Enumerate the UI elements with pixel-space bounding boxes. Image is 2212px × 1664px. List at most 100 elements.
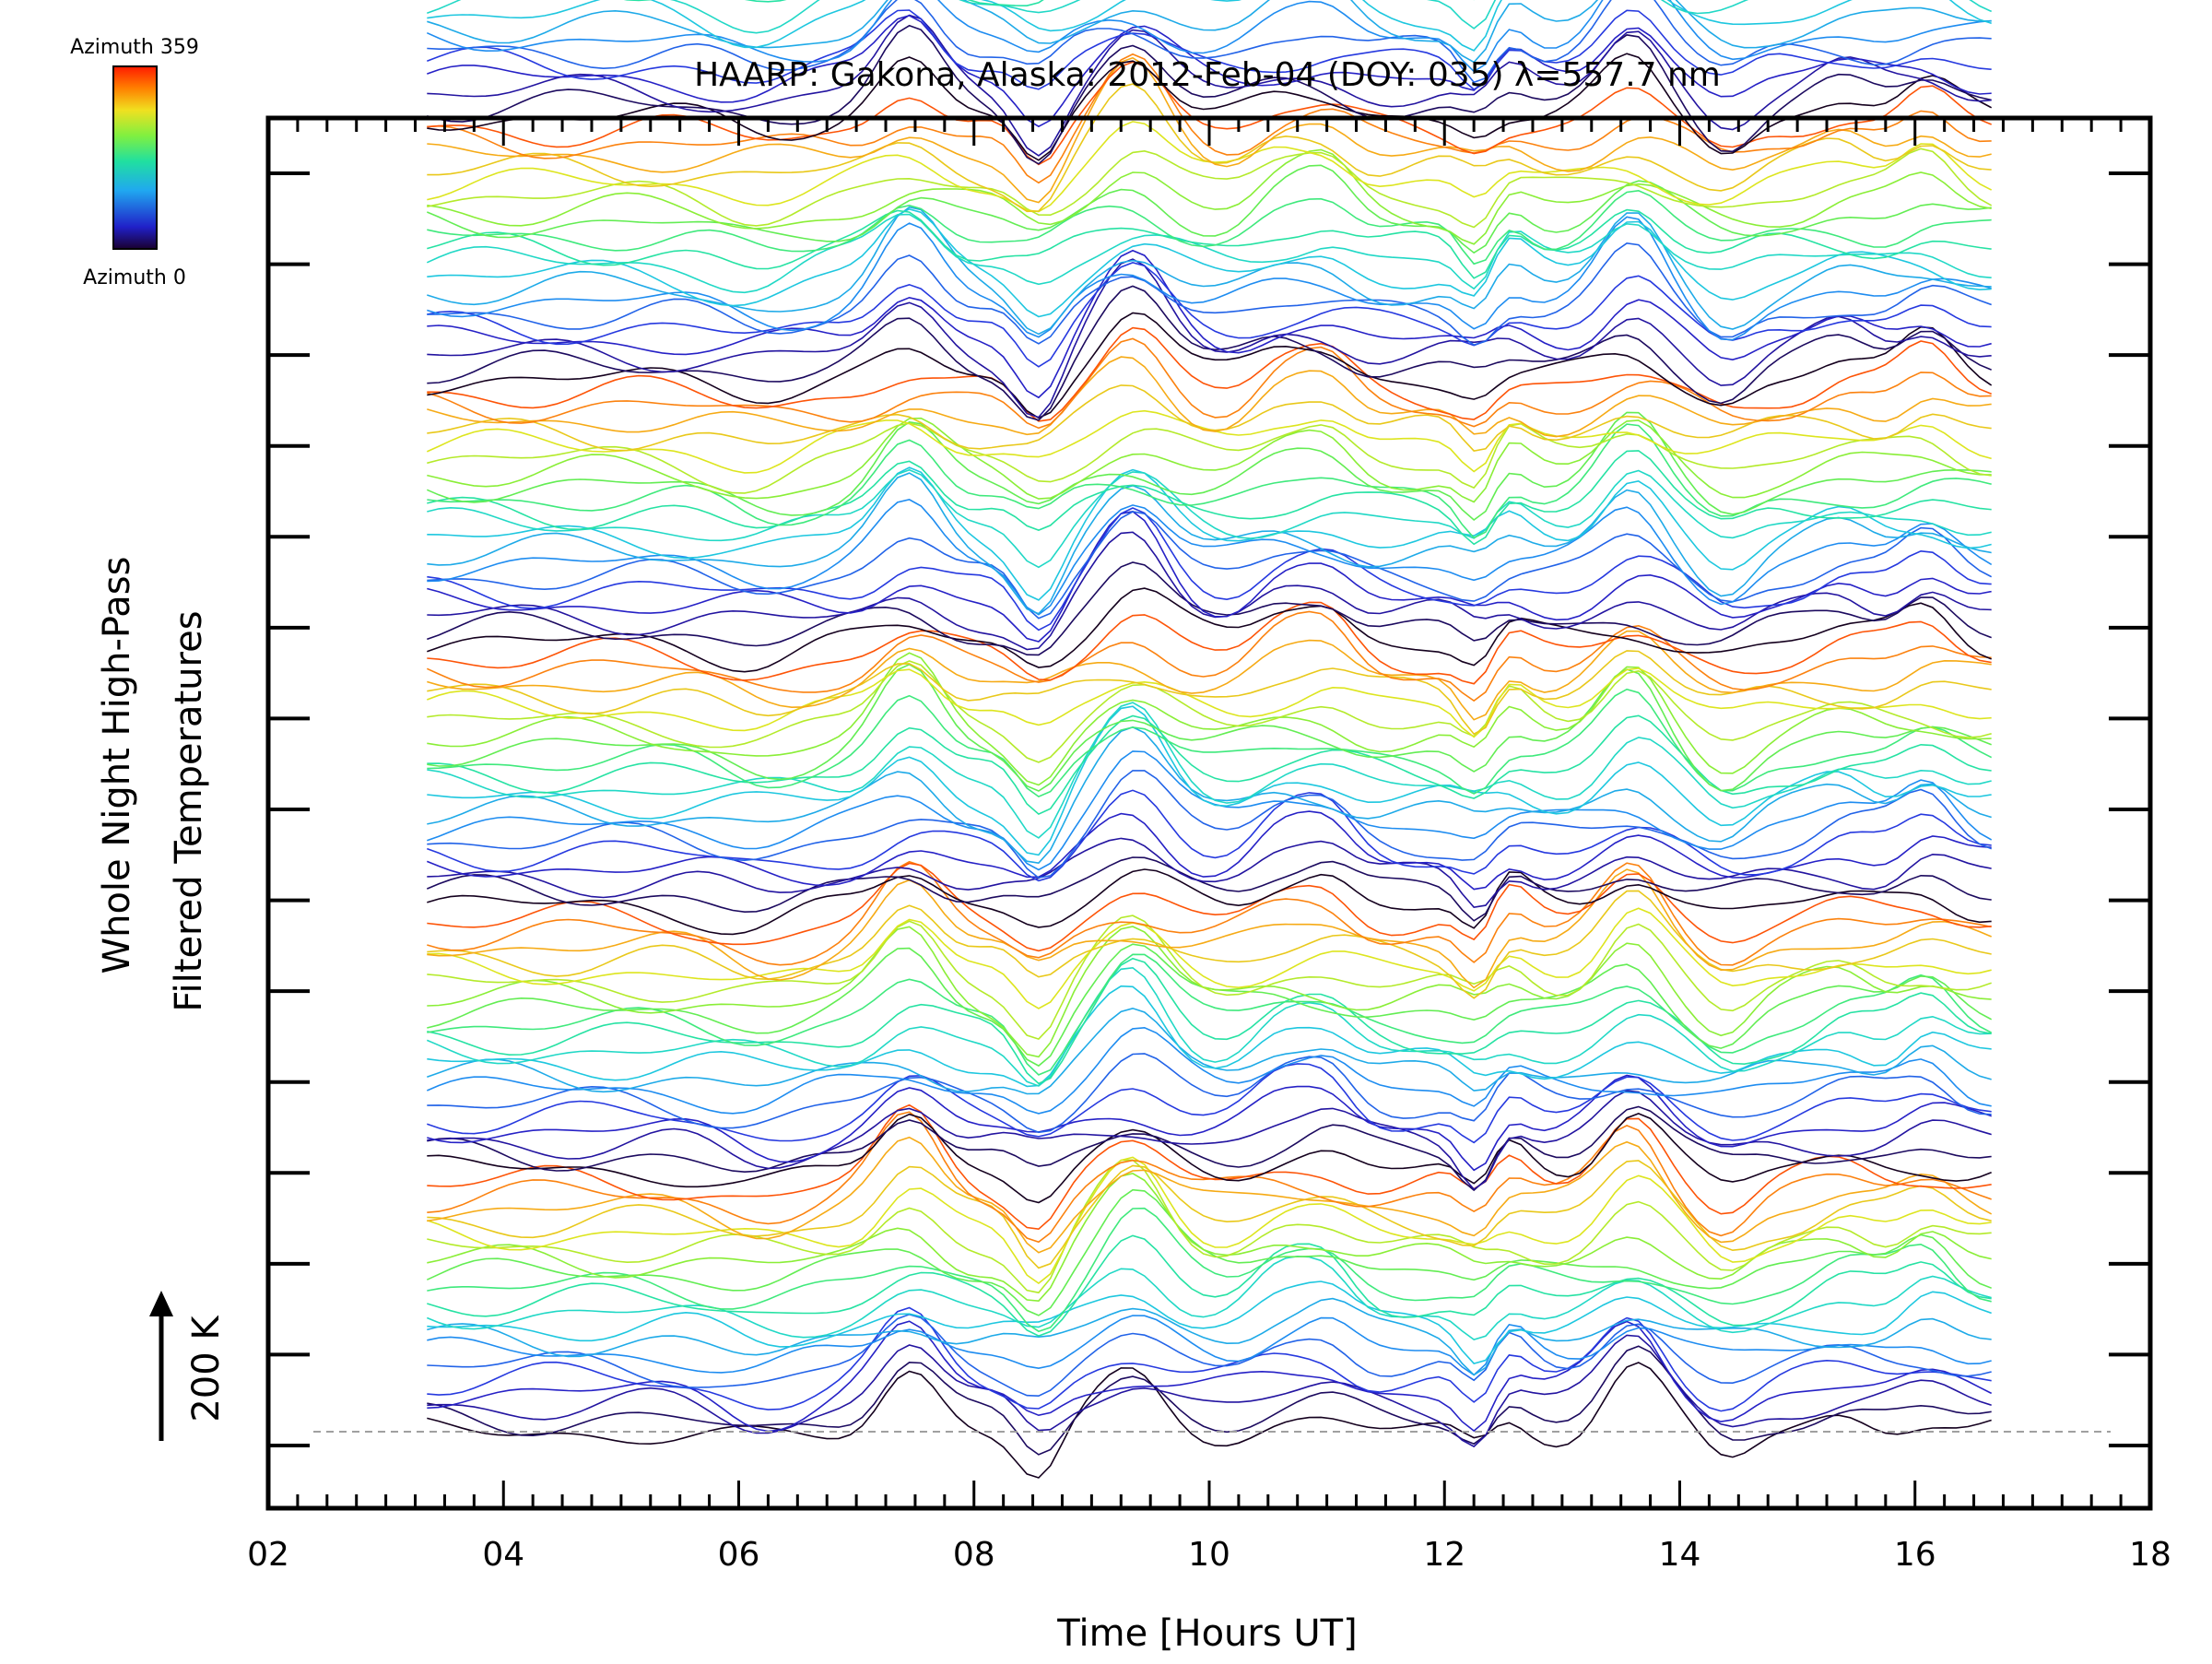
azimuth-trace (427, 1334, 1992, 1448)
x-axis-label: Time [Hours UT] (1056, 1612, 1357, 1655)
azimuth-trace (427, 1159, 1992, 1294)
azimuth-trace (427, 422, 1992, 494)
azimuth-trace (426, 0, 1992, 73)
azimuth-trace (427, 216, 1992, 341)
azimuth-trace (427, 915, 1992, 1041)
azimuth-trace (427, 860, 1992, 966)
x-tick-label: 12 (1423, 1536, 1465, 1574)
azimuth-trace (427, 207, 1992, 318)
y-axis-ticks (268, 171, 2150, 1447)
azimuth-trace (427, 810, 1992, 891)
azimuth-trace (427, 1234, 1992, 1337)
azimuth-trace (427, 985, 1992, 1088)
azimuth-trace (427, 468, 1992, 569)
azimuth-trace (427, 660, 1992, 763)
x-tick-label: 10 (1188, 1536, 1230, 1574)
x-tick-label: 08 (953, 1536, 995, 1574)
azimuth-trace (427, 1297, 1992, 1376)
azimuth-trace (427, 384, 1992, 452)
azimuth-trace (427, 953, 1993, 1076)
azimuth-trace (427, 726, 1992, 865)
azimuth-trace (427, 148, 1992, 245)
azimuth-trace (427, 189, 1992, 266)
x-tick-label: 06 (718, 1536, 760, 1574)
azimuth-trace (427, 148, 1993, 229)
colorbar-bottom-label: Azimuth 0 (83, 266, 186, 289)
azimuth-trace (427, 957, 1992, 1085)
colorbar-gradient (112, 65, 158, 250)
azimuth-trace (427, 890, 1992, 999)
azimuth-trace (427, 943, 1993, 1068)
colorbar: Azimuth 359 Azimuth 0 (70, 36, 199, 289)
azimuth-trace (623, 0, 1475, 7)
azimuth-trace (427, 667, 1992, 738)
azimuth-trace (427, 0, 1992, 84)
azimuth-trace (427, 337, 1992, 430)
azimuth-trace (427, 561, 1992, 656)
x-tick-label: 14 (1659, 1536, 1701, 1574)
azimuth-trace (426, 164, 1992, 254)
azimuth-trace (427, 868, 1992, 936)
azimuth-trace (427, 507, 1992, 631)
azimuth-trace (427, 511, 1992, 643)
x-tick-label: 16 (1894, 1536, 1936, 1574)
x-tick-label: 18 (2129, 1536, 2171, 1574)
colorbar-top-label: Azimuth 359 (70, 36, 199, 59)
azimuth-trace (427, 1090, 1992, 1191)
x-axis-tick-labels: 02 04 06 08 10 12 14 16 18 (247, 1536, 2171, 1574)
chart-title: HAARP: Gakona, Alaska: 2012-Feb-04 (DOY:… (694, 56, 1721, 94)
azimuth-trace (427, 499, 1993, 616)
azimuth-trace (427, 15, 1992, 128)
scale-bar-arrowhead (149, 1291, 173, 1316)
azimuth-trace (427, 208, 1992, 279)
azimuth-trace (426, 610, 1992, 702)
azimuth-trace (427, 601, 1992, 685)
azimuth-trace (427, 926, 1992, 1058)
azimuth-trace (426, 1026, 1992, 1115)
azimuth-trace (427, 652, 1992, 786)
azimuth-trace (427, 1111, 1992, 1244)
azimuth-trace (427, 531, 1992, 651)
azimuth-trace (427, 0, 1992, 64)
x-tick-label: 04 (482, 1536, 524, 1574)
azimuth-trace (427, 1160, 1992, 1269)
azimuth-trace (427, 587, 1993, 673)
scale-bar-label: 200 K (185, 1315, 228, 1422)
azimuth-trace (427, 663, 1992, 792)
azimuth-trace (427, 650, 1992, 736)
azimuth-trace (427, 206, 1992, 336)
azimuth-trace (427, 714, 1992, 816)
azimuth-trace (427, 511, 1993, 620)
x-tick-label: 02 (247, 1536, 289, 1574)
azimuth-trace (427, 466, 1992, 601)
azimuth-trace (427, 1105, 1992, 1192)
azimuth-trace (427, 1207, 1992, 1333)
azimuth-trace (427, 56, 1992, 204)
azimuth-trace (427, 312, 1993, 419)
azimuth-trace (427, 705, 1992, 856)
azimuth-trace (427, 770, 1992, 879)
azimuth-trace (427, 356, 1992, 438)
azimuth-trace (427, 1136, 1993, 1254)
azimuth-trace (427, 1280, 1992, 1365)
azimuth-trace (427, 1053, 1992, 1134)
azimuth-trace (427, 862, 1992, 952)
azimuth-trace (427, 789, 1992, 882)
y-axis-label-line1: Whole Night High-Pass (96, 557, 138, 974)
azimuth-trace (427, 1113, 1992, 1204)
azimuth-trace (427, 242, 1992, 346)
azimuth-trace (427, 326, 1993, 422)
azimuth-trace (427, 83, 1992, 213)
azimuth-trace (427, 450, 1992, 546)
azimuth-trace (427, 249, 1992, 399)
azimuth-trace (427, 1156, 1992, 1284)
azimuth-trace (427, 630, 1992, 721)
scale-bar: 200 K (149, 1291, 228, 1441)
azimuth-trace (427, 1313, 1992, 1398)
azimuth-trace (427, 1007, 1992, 1095)
azimuth-trace (427, 14, 1992, 157)
azimuth-trace (427, 423, 1992, 539)
x-axis-ticks (266, 118, 2152, 1508)
azimuth-trace (427, 1345, 1992, 1456)
